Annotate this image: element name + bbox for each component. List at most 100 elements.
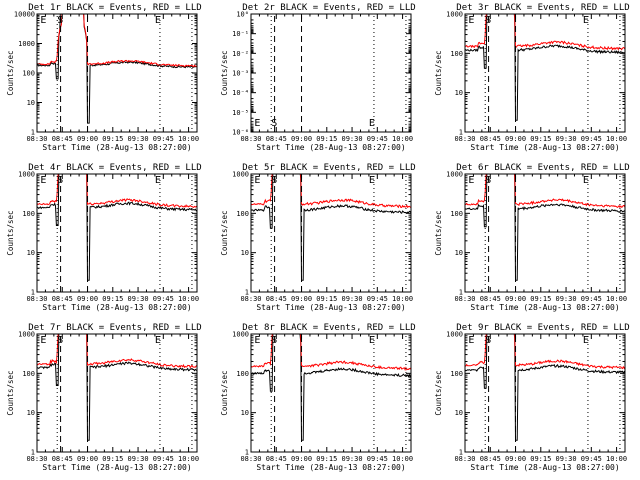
x-tick-label: 09:15 (316, 295, 337, 303)
x-tick-label: 10:00 (178, 455, 199, 463)
y-tick-label: 1 (245, 289, 249, 297)
event-marker-e: E (40, 15, 46, 26)
event-marker-e: E (468, 175, 474, 186)
y-tick-label: 10 (27, 409, 35, 417)
event-marker-e: E (468, 15, 474, 26)
events-trace (465, 14, 625, 121)
x-tick-label: 09:15 (530, 135, 551, 143)
y-tick-label: 10 (241, 249, 249, 257)
x-tick-label: 09:00 (77, 295, 98, 303)
x-tick-label: 10:00 (606, 135, 627, 143)
x-tick-label: 10:00 (392, 455, 413, 463)
events-trace (37, 334, 197, 441)
y-tick-label: 10000 (14, 11, 35, 19)
y-tick-label: 1 (459, 289, 463, 297)
event-marker-s: S (271, 118, 277, 129)
x-tick-label: 09:15 (530, 295, 551, 303)
y-tick-label: 1000 (446, 171, 463, 179)
x-axis-label: Start Time (28-Aug-13 08:27:00) (256, 463, 405, 472)
x-tick-label: 09:30 (342, 455, 363, 463)
y-tick-label: 100 (450, 50, 463, 58)
y-tick-label: 100 (22, 370, 35, 378)
plot-frame (250, 173, 412, 293)
x-axis-label: Start Time (28-Aug-13 08:27:00) (256, 143, 405, 152)
y-tick-label: 10⁻¹ (232, 30, 249, 38)
x-tick-label: 08:30 (26, 295, 47, 303)
y-axis-label: Counts/sec (220, 50, 229, 95)
x-tick-label: 09:30 (556, 295, 577, 303)
y-tick-label: 1 (31, 289, 35, 297)
y-tick-label: 1 (459, 129, 463, 137)
plot-frame (464, 333, 626, 453)
x-tick-label: 10:00 (178, 295, 199, 303)
panel-title: Det 7r BLACK = Events, RED = LLD (28, 323, 201, 333)
x-tick-label: 08:30 (240, 295, 261, 303)
x-tick-label: 10:00 (606, 455, 627, 463)
y-tick-label: 1 (31, 129, 35, 137)
event-marker-e: E (468, 335, 474, 346)
event-marker-s: S (57, 15, 63, 26)
x-tick-label: 10:00 (178, 135, 199, 143)
panel-title: Det 5r BLACK = Events, RED = LLD (242, 163, 415, 173)
x-tick-label: 09:15 (102, 455, 123, 463)
y-tick-label: 10 (241, 409, 249, 417)
y-axis-label: Counts/sec (6, 370, 15, 415)
panel-title: Det 9r BLACK = Events, RED = LLD (456, 323, 629, 333)
x-axis-label: Start Time (28-Aug-13 08:27:00) (42, 463, 191, 472)
x-tick-label: 09:15 (102, 295, 123, 303)
x-tick-label: 10:00 (606, 295, 627, 303)
event-marker-e: E (254, 335, 260, 346)
event-marker-e: E (40, 175, 46, 186)
x-tick-label: 08:30 (26, 455, 47, 463)
plot-frame (36, 173, 198, 293)
event-marker-e: E (583, 335, 589, 346)
lld-trace (251, 334, 411, 372)
y-tick-label: 100 (236, 210, 249, 218)
x-tick-label: 09:45 (367, 135, 388, 143)
x-tick-label: 08:30 (240, 455, 261, 463)
plot-frame (464, 13, 626, 133)
y-tick-label: 1000 (446, 11, 463, 19)
event-marker-e: E (254, 175, 260, 186)
y-axis-label: Counts/sec (220, 370, 229, 415)
event-marker-e: E (155, 175, 161, 186)
x-tick-label: 09:45 (153, 135, 174, 143)
y-axis-label: Counts/sec (220, 210, 229, 255)
y-tick-label: 1 (31, 449, 35, 457)
event-marker-e: E (369, 118, 375, 129)
event-marker-e: E (155, 15, 161, 26)
lld-trace (251, 174, 411, 209)
y-tick-label: 10 (27, 249, 35, 257)
y-tick-label: 10 (455, 89, 463, 97)
events-trace (465, 174, 625, 281)
y-tick-label: 10⁻³ (232, 70, 249, 78)
x-tick-label: 08:30 (26, 135, 47, 143)
x-tick-label: 10:00 (392, 295, 413, 303)
plot-frame (464, 173, 626, 293)
x-tick-label: 09:00 (505, 135, 526, 143)
x-tick-label: 10:00 (392, 135, 413, 143)
x-axis-label: Start Time (28-Aug-13 08:27:00) (42, 143, 191, 152)
x-axis-label: Start Time (28-Aug-13 08:27:00) (256, 303, 405, 312)
y-tick-label: 10⁻⁶ (232, 129, 249, 137)
x-tick-label: 09:30 (128, 135, 149, 143)
panel-title: Det 1r BLACK = Events, RED = LLD (28, 3, 201, 13)
x-tick-label: 08:45 (52, 135, 73, 143)
x-tick-label: 08:30 (454, 295, 475, 303)
x-tick-label: 09:15 (530, 455, 551, 463)
lld-trace (37, 334, 197, 369)
x-tick-label: 09:30 (342, 135, 363, 143)
x-tick-label: 09:45 (367, 455, 388, 463)
lld-trace (37, 14, 197, 68)
x-tick-label: 09:00 (291, 455, 312, 463)
panel-title: Det 8r BLACK = Events, RED = LLD (242, 323, 415, 333)
event-marker-e: E (583, 175, 589, 186)
y-tick-label: 1000 (446, 331, 463, 339)
panel-title: Det 6r BLACK = Events, RED = LLD (456, 163, 629, 173)
x-axis-label: Start Time (28-Aug-13 08:27:00) (470, 303, 619, 312)
y-tick-label: 10⁻² (232, 50, 249, 58)
